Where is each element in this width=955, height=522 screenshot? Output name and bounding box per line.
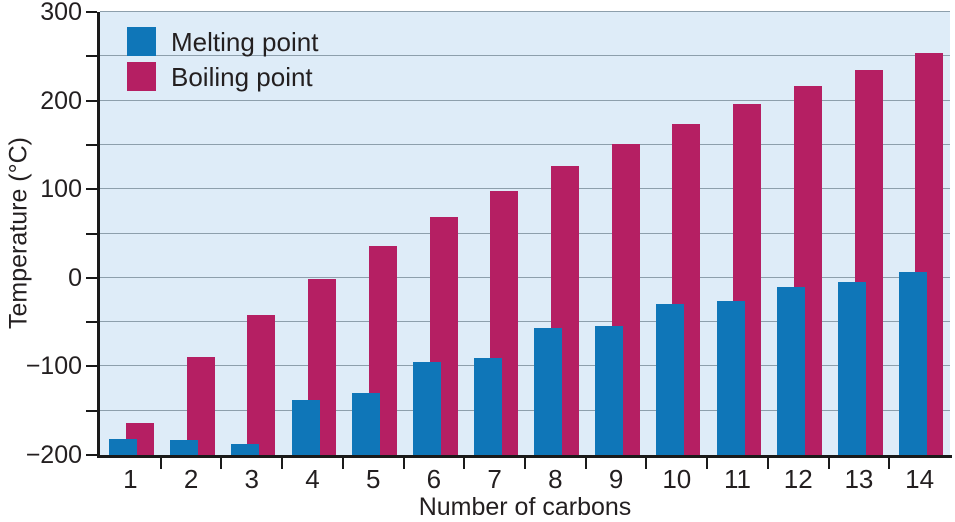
y-tick-100 [86, 188, 97, 191]
gridline-200 [100, 99, 950, 101]
bar-group-2 [161, 12, 222, 455]
x-tick-label-4: 4 [305, 464, 320, 494]
y-tick-label--100: −100 [25, 352, 82, 381]
x-tick-label-2: 2 [183, 464, 199, 494]
x-tick-label-9: 9 [608, 464, 624, 494]
gridline-150 [100, 143, 950, 145]
x-tick-label-7: 7 [487, 464, 502, 494]
x-tick-label-1: 1 [123, 464, 138, 494]
x-tick-2 [220, 458, 223, 469]
x-tick-11 [766, 458, 769, 469]
bar-melting-point-2 [170, 439, 199, 455]
boiling-point-legend-label: Boiling point [171, 61, 313, 92]
boiling-point-swatch [127, 62, 156, 91]
x-tick-1 [159, 458, 162, 469]
gridline-250 [100, 55, 950, 57]
y-tick-label--200: −200 [25, 441, 82, 469]
y-axis-title: Temperature (°C) [4, 137, 33, 329]
bar-melting-point-7 [473, 358, 502, 455]
bar-group-14 [889, 12, 950, 455]
gridline-300 [100, 11, 950, 12]
bar-group-13 [829, 12, 890, 455]
bar-melting-point-10 [655, 304, 684, 455]
x-tick-label-3: 3 [244, 464, 259, 494]
x-tick-label-10: 10 [662, 464, 692, 494]
bar-group-12 [768, 12, 829, 455]
x-tick-label-14: 14 [905, 464, 935, 494]
y-tick-200 [86, 99, 97, 102]
y-tick-label-100: 100 [40, 175, 82, 204]
x-tick-5 [402, 458, 405, 469]
bar-melting-point-9 [595, 325, 624, 455]
x-tick-8 [584, 458, 587, 469]
y-tick-50 [86, 232, 97, 235]
y-tick-label-0: 0 [68, 263, 82, 292]
bar-group-7 [464, 12, 525, 455]
bar-melting-point-1 [109, 439, 138, 455]
x-tick-4 [341, 458, 344, 469]
y-axis-line [97, 12, 100, 458]
x-tick-13 [888, 458, 891, 469]
bar-melting-point-3 [230, 444, 259, 455]
bar-boiling-point-3 [247, 315, 276, 455]
bar-boiling-point-2 [186, 356, 215, 455]
x-tick-label-6: 6 [426, 464, 442, 494]
melting-point-legend-label: Melting point [171, 26, 319, 57]
bar-melting-point-12 [777, 286, 806, 455]
y-tick-300 [86, 11, 97, 13]
bar-melting-point-11 [716, 300, 745, 455]
bar-group-9 [586, 12, 647, 455]
y-tick-0 [86, 276, 97, 279]
y-tick--50 [86, 321, 97, 324]
gridline--100 [100, 365, 950, 367]
y-tick--200 [86, 454, 97, 456]
bar-group-10 [646, 12, 707, 455]
x-axis-title: Number of carbons [418, 493, 632, 521]
bar-group-3 [221, 12, 282, 455]
x-tick-12 [827, 458, 830, 469]
bar-melting-point-14 [898, 272, 927, 455]
bar-group-5 [343, 12, 404, 455]
x-tick-3 [281, 458, 284, 469]
y-tick--100 [86, 365, 97, 368]
y-tick-label-300: 300 [40, 0, 82, 26]
legend: Melting point Boiling point [127, 24, 318, 94]
gridline-50 [100, 232, 950, 234]
bar-melting-point-6 [413, 361, 441, 455]
x-tick-9 [645, 458, 648, 469]
plot-area: Melting point Boiling point [100, 11, 950, 455]
gridline--50 [100, 321, 950, 323]
bar-group-11 [707, 12, 768, 455]
bar-melting-point-5 [352, 392, 381, 455]
x-tick-label-13: 13 [844, 464, 874, 494]
x-axis-line [97, 455, 952, 458]
bar-melting-point-13 [838, 282, 866, 455]
bar-group-1 [100, 12, 161, 455]
y-tick-250 [86, 55, 97, 58]
x-tick-label-5: 5 [365, 464, 381, 494]
gridline--150 [100, 409, 950, 411]
x-tick-6 [463, 458, 466, 469]
gridline-100 [100, 188, 950, 190]
x-tick-label-12: 12 [783, 464, 813, 494]
bar-group-4 [282, 12, 343, 455]
gridline-0 [100, 276, 950, 278]
melting-point-swatch [127, 27, 156, 56]
bar-group-6 [404, 12, 465, 455]
bar-melting-point-8 [534, 328, 563, 455]
legend-item-melting-point: Melting point [127, 24, 318, 59]
x-tick-label-8: 8 [548, 464, 563, 494]
x-tick-label-11: 11 [723, 464, 751, 494]
y-tick-150 [86, 143, 97, 146]
x-tick-10 [706, 458, 709, 469]
y-tick-label-200: 200 [40, 86, 82, 115]
y-tick--150 [86, 409, 97, 412]
bar-group-8 [525, 12, 586, 455]
bar-melting-point-4 [291, 400, 320, 455]
legend-item-boiling-point: Boiling point [127, 59, 318, 94]
x-tick-7 [524, 458, 526, 469]
